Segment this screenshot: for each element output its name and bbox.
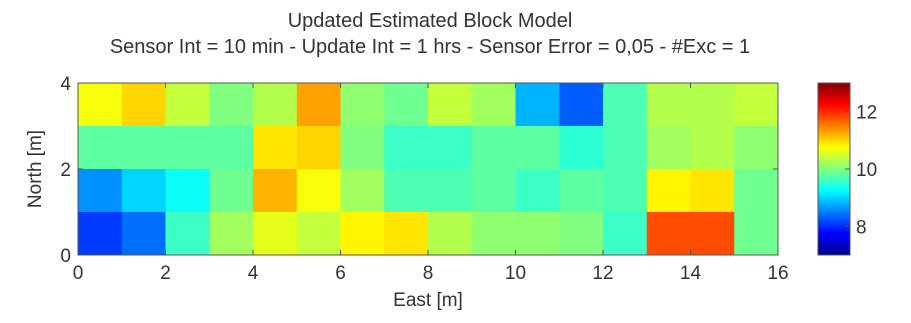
heatmap-cell bbox=[384, 169, 429, 213]
heatmap-cell bbox=[690, 126, 735, 170]
heatmap-cell bbox=[78, 83, 123, 127]
x-tick-label: 0 bbox=[73, 263, 84, 284]
heatmap-cell bbox=[121, 83, 166, 127]
heatmap-cell bbox=[340, 126, 385, 170]
colorbar-tick-label: 12 bbox=[856, 103, 877, 124]
heatmap-cell bbox=[253, 126, 298, 170]
heatmap-cell bbox=[253, 212, 298, 256]
heatmap-cell bbox=[559, 126, 604, 170]
heatmap-cell bbox=[559, 83, 604, 127]
heatmap-cell bbox=[428, 126, 473, 170]
heatmap-cell bbox=[340, 83, 385, 127]
heatmap-cell bbox=[296, 126, 341, 170]
colorbar-tick-label: 10 bbox=[856, 160, 877, 181]
heatmap-cell bbox=[428, 83, 473, 127]
heatmap-cell bbox=[384, 83, 429, 127]
y-tick-label: 0 bbox=[60, 246, 71, 267]
x-tick-label: 6 bbox=[335, 263, 346, 284]
heatmap-cell bbox=[515, 126, 560, 170]
x-tick-label: 10 bbox=[505, 263, 526, 284]
heatmap-cell bbox=[209, 212, 254, 256]
heatmap-cell bbox=[78, 212, 123, 256]
x-tick-label: 16 bbox=[767, 263, 788, 284]
chart-subtitle: Sensor Int = 10 min - Update Int = 1 hrs… bbox=[110, 36, 750, 58]
heatmap-cell bbox=[428, 212, 473, 256]
x-axis-ticks: 0 2 4 6 8 10 12 14 16 bbox=[73, 83, 789, 284]
heatmap-cell bbox=[734, 169, 779, 213]
heatmap-cell bbox=[296, 83, 341, 127]
heatmap-cell bbox=[121, 212, 166, 256]
heatmap-cell bbox=[209, 169, 254, 213]
heatmap-cell bbox=[646, 83, 691, 127]
heatmap-cell bbox=[165, 83, 210, 127]
heatmap-cell bbox=[734, 126, 779, 170]
heatmap-cell bbox=[559, 169, 604, 213]
heatmap-cell bbox=[384, 212, 429, 256]
heatmap-cell bbox=[603, 126, 648, 170]
heatmap-cell bbox=[340, 169, 385, 213]
heatmap-cell bbox=[690, 83, 735, 127]
heatmap-cell bbox=[121, 169, 166, 213]
chart-title: Updated Estimated Block Model bbox=[288, 10, 573, 32]
heatmap-cell bbox=[209, 83, 254, 127]
heatmap-cell bbox=[165, 169, 210, 213]
heatmap-cell bbox=[646, 212, 691, 256]
heatmap-cell bbox=[734, 212, 779, 256]
heatmap-cell bbox=[165, 212, 210, 256]
heatmap-cell bbox=[384, 126, 429, 170]
y-axis-label: North [m] bbox=[25, 130, 46, 208]
heatmap-cell bbox=[165, 126, 210, 170]
x-tick-label: 8 bbox=[423, 263, 434, 284]
heatmap-cells bbox=[78, 83, 779, 256]
colorbar bbox=[817, 82, 851, 256]
heatmap-cell bbox=[646, 126, 691, 170]
heatmap-cell bbox=[296, 212, 341, 256]
y-tick-label: 2 bbox=[60, 160, 71, 181]
y-tick-label: 4 bbox=[60, 74, 71, 95]
x-tick-label: 12 bbox=[592, 263, 613, 284]
heatmap-cell bbox=[690, 212, 735, 256]
x-tick-label: 14 bbox=[680, 263, 702, 284]
heatmap-cell bbox=[559, 212, 604, 256]
heatmap-cell bbox=[471, 126, 516, 170]
heatmap-cell bbox=[78, 169, 123, 213]
x-tick-label: 2 bbox=[160, 263, 171, 284]
x-tick-label: 4 bbox=[248, 263, 259, 284]
heatmap-cell bbox=[296, 169, 341, 213]
heatmap-cell bbox=[209, 126, 254, 170]
heatmap-cell bbox=[515, 212, 560, 256]
heatmap-cell bbox=[515, 83, 560, 127]
colorbar-tick-label: 8 bbox=[856, 217, 867, 238]
heatmap-cell bbox=[646, 169, 691, 213]
heatmap-cell bbox=[690, 169, 735, 213]
heatmap-cell bbox=[603, 212, 648, 256]
heatmap-cell bbox=[428, 169, 473, 213]
heatmap-cell bbox=[253, 83, 298, 127]
heatmap-cell bbox=[78, 126, 123, 170]
heatmap-cell bbox=[121, 126, 166, 170]
heatmap-cell bbox=[471, 212, 516, 256]
heatmap-cell bbox=[515, 169, 560, 213]
x-axis-label: East [m] bbox=[393, 290, 463, 311]
heatmap-cell bbox=[471, 83, 516, 127]
heatmap-cell bbox=[603, 83, 648, 127]
y-axis-ticks: 0 2 4 bbox=[60, 74, 778, 267]
heatmap-cell bbox=[734, 83, 779, 127]
heatmap-cell bbox=[253, 169, 298, 213]
heatmap-cell bbox=[603, 169, 648, 213]
heatmap-cell bbox=[471, 169, 516, 213]
colorbar-ticks: 8 10 12 bbox=[845, 103, 877, 238]
heatmap-cell bbox=[340, 212, 385, 256]
